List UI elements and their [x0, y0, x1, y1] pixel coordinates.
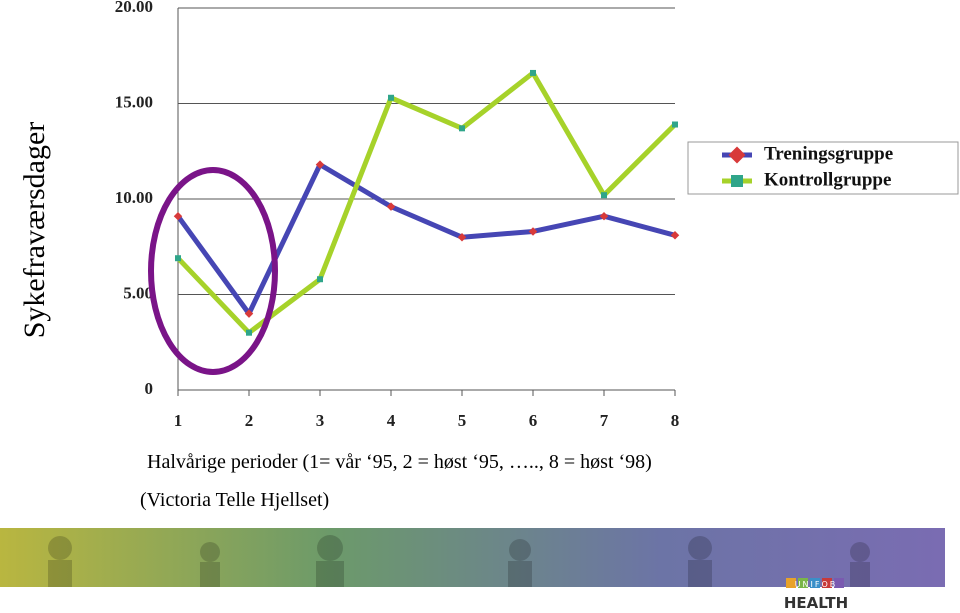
caption: Halvårige perioder (1= vår ‘95, 2 = høst… — [147, 451, 652, 473]
marker — [530, 69, 536, 76]
x-tick-label: 8 — [671, 411, 680, 430]
marker — [175, 255, 181, 262]
x-tick-label: 5 — [458, 411, 467, 430]
x-tick-label: 4 — [387, 411, 396, 430]
x-tick-label: 1 — [174, 411, 183, 430]
series-line — [176, 70, 677, 336]
x-tick-label: 6 — [529, 411, 538, 430]
x-tick-label: 7 — [600, 411, 609, 430]
marker — [388, 94, 394, 101]
x-tick-label: 3 — [316, 411, 325, 430]
footer-band — [0, 528, 945, 587]
y-tick-label: 20.00 — [115, 0, 153, 16]
x-tick-label: 2 — [245, 411, 254, 430]
legend-marker — [728, 146, 746, 164]
y-tick-label: 0 — [145, 379, 154, 398]
logo-bottom: HEALTH — [784, 594, 848, 612]
legend-label: Kontrollgruppe — [764, 169, 891, 190]
marker — [317, 276, 323, 283]
marker — [386, 202, 396, 211]
highlight-ellipse — [148, 167, 278, 375]
logo: UNIFOB HEALTH — [784, 578, 848, 612]
credit: (Victoria Telle Hjellset) — [140, 489, 329, 511]
marker — [457, 232, 467, 242]
legend-label: Treningsgruppe — [764, 143, 893, 164]
logo-top: UNIFOB — [795, 580, 838, 589]
y-tick-label: 10.00 — [115, 188, 153, 207]
marker — [601, 192, 607, 199]
y-axis-title: Sykefraværsdager — [18, 122, 51, 339]
marker — [672, 121, 678, 128]
plot-area: 0 5.00 10.00 15.00 20.00 1 2 3 4 5 6 7 8 — [115, 0, 680, 430]
footer-silhouettes — [48, 535, 870, 587]
marker — [315, 160, 325, 169]
y-tick-label: 15.00 — [115, 92, 153, 111]
legend-marker — [731, 175, 743, 187]
marker — [459, 125, 465, 132]
series-line — [175, 162, 676, 317]
y-tick-label: 5.00 — [123, 283, 153, 302]
marker — [244, 309, 254, 318]
marker — [173, 211, 183, 221]
marker — [246, 329, 252, 336]
